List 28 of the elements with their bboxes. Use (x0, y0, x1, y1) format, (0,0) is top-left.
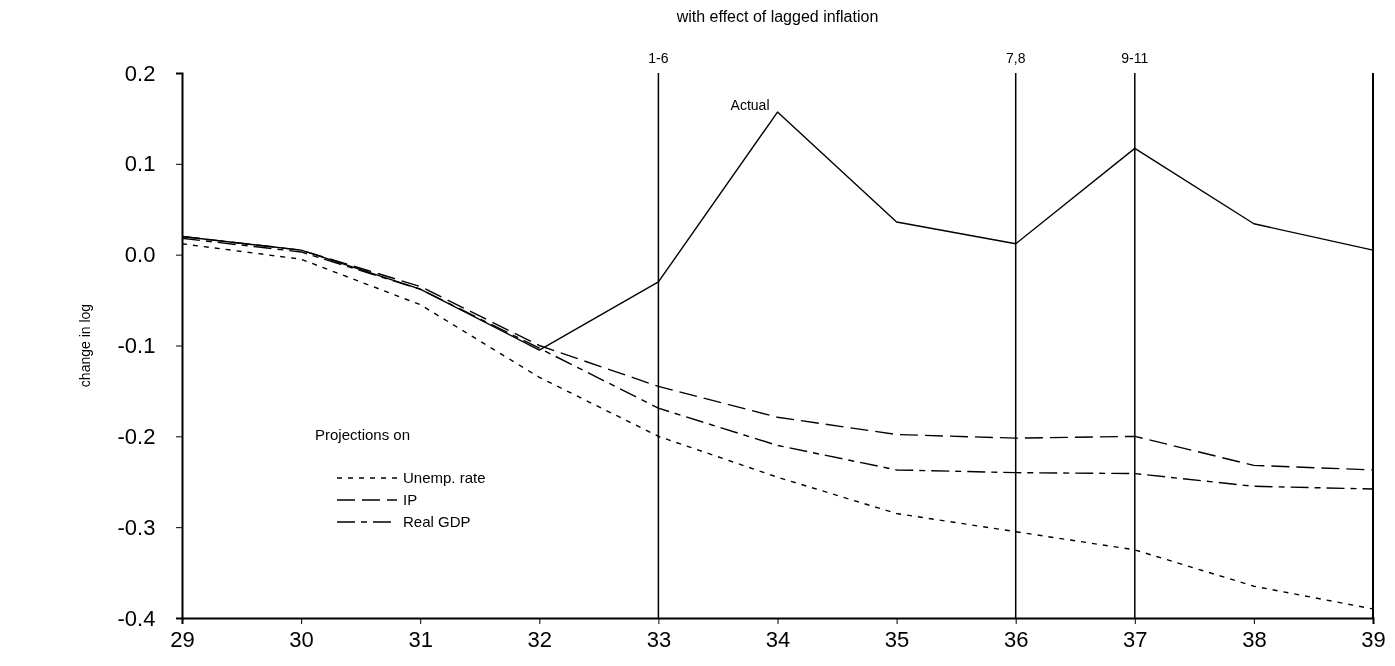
y-tick-label: 0.2 (124, 60, 156, 86)
annotation: 9-11 (1121, 50, 1149, 66)
x-tick-label: 29 (170, 626, 195, 652)
x-tick-label: 36 (1003, 626, 1029, 652)
x-tick-label: 35 (884, 626, 910, 652)
legend-label: Real GDP (403, 513, 471, 530)
y-tick-label: 0.0 (124, 242, 156, 268)
y-tick-label: -0.1 (117, 333, 156, 359)
series-label: Actual (730, 97, 770, 114)
x-tick-label: 38 (1242, 626, 1267, 652)
y-tick-label: 0.1 (124, 151, 156, 177)
x-tick-label: 30 (289, 626, 314, 652)
x-tick-label: 34 (765, 626, 791, 652)
annotation: 1-6 (648, 50, 669, 66)
x-tick-label: 32 (527, 626, 553, 652)
x-tick-label: 39 (1361, 626, 1386, 652)
annotation: 7,8 (1005, 50, 1026, 66)
y-tick-label: -0.2 (117, 423, 156, 449)
y-tick-label: -0.3 (117, 514, 156, 540)
y-tick-label: -0.4 (117, 605, 156, 631)
y-axis-title: change in log (77, 303, 93, 388)
x-tick-label: 31 (408, 626, 433, 652)
x-tick-label: 33 (646, 626, 672, 652)
legend-title: Projections on (315, 426, 411, 443)
legend-label: Unemp. rate (403, 469, 486, 486)
chart-title: with effect of lagged inflation (675, 8, 879, 25)
x-tick-label: 37 (1123, 626, 1148, 652)
legend-label: IP (403, 491, 418, 508)
